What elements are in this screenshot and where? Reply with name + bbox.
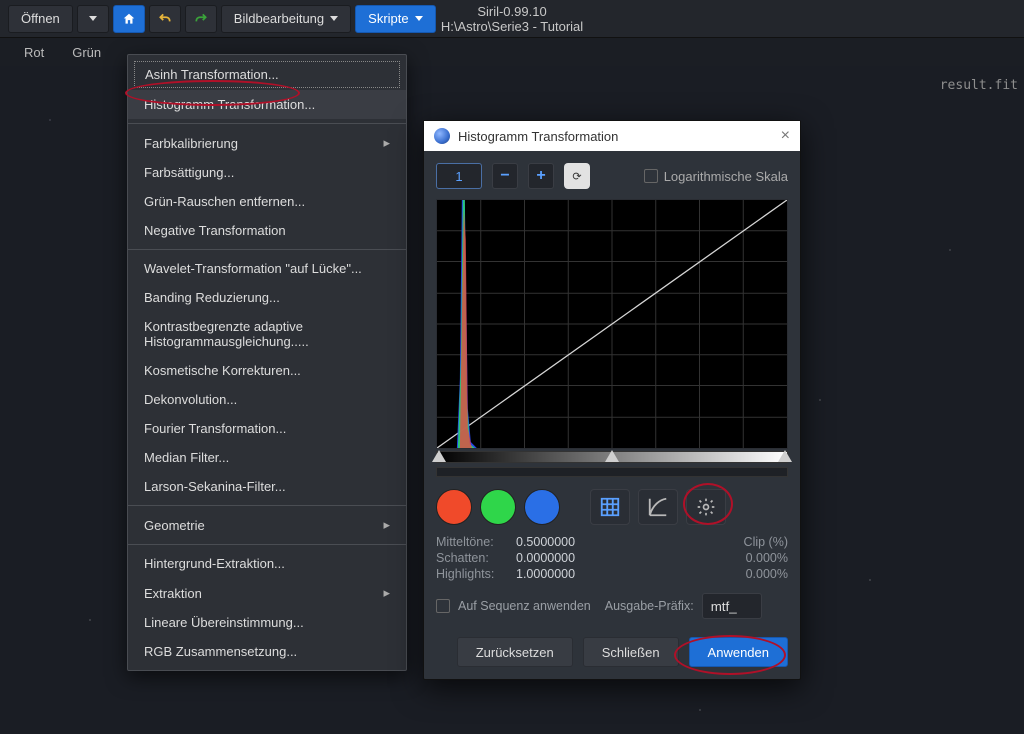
autostretch-button[interactable] — [686, 489, 726, 525]
open-button[interactable]: Öffnen — [8, 5, 73, 33]
channel-green-button[interactable] — [480, 489, 516, 525]
highlights-value: 1.0000000 — [516, 567, 575, 581]
close-icon[interactable]: × — [781, 127, 790, 145]
highlights-label: Highlights: — [436, 567, 516, 581]
redo-button[interactable] — [185, 5, 217, 33]
scripts-label: Skripte — [368, 11, 408, 26]
dialog-title: Histogramm Transformation — [458, 129, 618, 144]
app-icon — [434, 128, 450, 144]
apply-sequence-checkbox[interactable] — [436, 599, 450, 613]
menu-item-fourier[interactable]: Fourier Transformation... — [128, 414, 406, 443]
menu-item-wavelet[interactable]: Wavelet-Transformation "auf Lücke"... — [128, 254, 406, 283]
menu-item-negative[interactable]: Negative Transformation — [128, 216, 406, 245]
scripts-menu-button[interactable]: Skripte — [355, 5, 435, 33]
value-readout: Mitteltöne: 0.5000000 Clip (%) Schatten:… — [436, 535, 788, 581]
channel-red-button[interactable] — [436, 489, 472, 525]
histogram-transform-dialog: Histogramm Transformation × 1 − + ⟳ Loga… — [423, 120, 801, 680]
clip-high: 0.000% — [728, 567, 788, 581]
zoom-value[interactable]: 1 — [436, 163, 482, 189]
home-icon — [122, 12, 136, 26]
clip-header: Clip (%) — [728, 535, 788, 549]
undo-button[interactable] — [149, 5, 181, 33]
menu-item-banding[interactable]: Banding Reduzierung... — [128, 283, 406, 312]
open-dropdown[interactable] — [77, 5, 109, 33]
reset-button[interactable]: Zurücksetzen — [457, 637, 573, 667]
grid-icon — [599, 496, 621, 518]
apply-sequence-label: Auf Sequenz anwenden — [458, 599, 591, 613]
redo-icon — [194, 12, 208, 26]
curve-icon — [647, 496, 669, 518]
menu-item-background-extraction[interactable]: Hintergrund-Extraktion... — [128, 549, 406, 578]
menu-separator — [128, 123, 406, 124]
zoom-in-button[interactable]: + — [528, 163, 554, 189]
histogram-scrollbar[interactable] — [436, 467, 788, 477]
shadows-label: Schatten: — [436, 551, 516, 565]
undo-icon — [158, 12, 172, 26]
chevron-down-icon — [330, 16, 338, 21]
zoom-out-button[interactable]: − — [492, 163, 518, 189]
curve-toggle-button[interactable] — [638, 489, 678, 525]
menu-item-median[interactable]: Median Filter... — [128, 443, 406, 472]
main-toolbar: Öffnen Bildbearbeitung Skripte Siril-0.9… — [0, 0, 1024, 38]
image-processing-menu-button[interactable]: Bildbearbeitung — [221, 5, 351, 33]
image-processing-label: Bildbearbeitung — [234, 11, 324, 26]
zoom-reset-button[interactable]: ⟳ — [564, 163, 590, 189]
menu-item-rgb-composition[interactable]: RGB Zusammensetzung... — [128, 637, 406, 666]
histogram-slider[interactable] — [436, 451, 788, 463]
midtones-value: 0.5000000 — [516, 535, 575, 549]
menu-item-histogram-transform[interactable]: Histogramm Transformation... — [128, 90, 406, 119]
chevron-down-icon — [415, 16, 423, 21]
gear-icon — [696, 497, 716, 517]
menu-separator — [128, 544, 406, 545]
image-processing-menu: Asinh Transformation... Histogramm Trans… — [127, 54, 407, 671]
home-button[interactable] — [113, 5, 145, 33]
menu-item-remove-green-noise[interactable]: Grün-Rauschen entfernen... — [128, 187, 406, 216]
slider-handle-midtones[interactable] — [605, 450, 619, 462]
menu-item-extraction[interactable]: Extraktion▸ — [128, 578, 406, 608]
menu-item-larson[interactable]: Larson-Sekanina-Filter... — [128, 472, 406, 501]
midtones-label: Mitteltöne: — [436, 535, 516, 549]
histogram-plot[interactable] — [436, 199, 788, 449]
menu-item-linear-match[interactable]: Lineare Übereinstimmung... — [128, 608, 406, 637]
apply-button[interactable]: Anwenden — [689, 637, 788, 667]
dialog-titlebar[interactable]: Histogramm Transformation × — [424, 121, 800, 151]
menu-item-color-calibration[interactable]: Farbkalibrierung▸ — [128, 128, 406, 158]
menu-item-geometry[interactable]: Geometrie▸ — [128, 510, 406, 540]
menu-item-cosmetic[interactable]: Kosmetische Korrekturen... — [128, 356, 406, 385]
menu-item-deconvolution[interactable]: Dekonvolution... — [128, 385, 406, 414]
shadows-value: 0.0000000 — [516, 551, 575, 565]
close-button[interactable]: Schließen — [583, 637, 679, 667]
menu-item-saturation[interactable]: Farbsättigung... — [128, 158, 406, 187]
menu-item-asinh[interactable]: Asinh Transformation... — [134, 61, 400, 88]
log-scale-label: Logarithmische Skala — [664, 169, 788, 184]
clip-low: 0.000% — [728, 551, 788, 565]
menu-separator — [128, 505, 406, 506]
grid-toggle-button[interactable] — [590, 489, 630, 525]
menu-separator — [128, 249, 406, 250]
output-prefix-label: Ausgabe-Präfix: — [605, 599, 694, 613]
slider-handle-highlights[interactable] — [778, 450, 792, 462]
submenu-arrow-icon: ▸ — [383, 517, 390, 533]
submenu-arrow-icon: ▸ — [383, 585, 390, 601]
menu-item-clahe[interactable]: Kontrastbegrenzte adaptive Histogrammaus… — [128, 312, 406, 356]
log-scale-checkbox[interactable] — [644, 169, 658, 183]
submenu-arrow-icon: ▸ — [383, 135, 390, 151]
tab-green[interactable]: Grün — [72, 45, 101, 60]
slider-handle-shadows[interactable] — [432, 450, 446, 462]
output-prefix-input[interactable] — [702, 593, 762, 619]
open-file-name: result.fit — [940, 78, 1018, 93]
channel-blue-button[interactable] — [524, 489, 560, 525]
tab-red[interactable]: Rot — [24, 45, 44, 60]
